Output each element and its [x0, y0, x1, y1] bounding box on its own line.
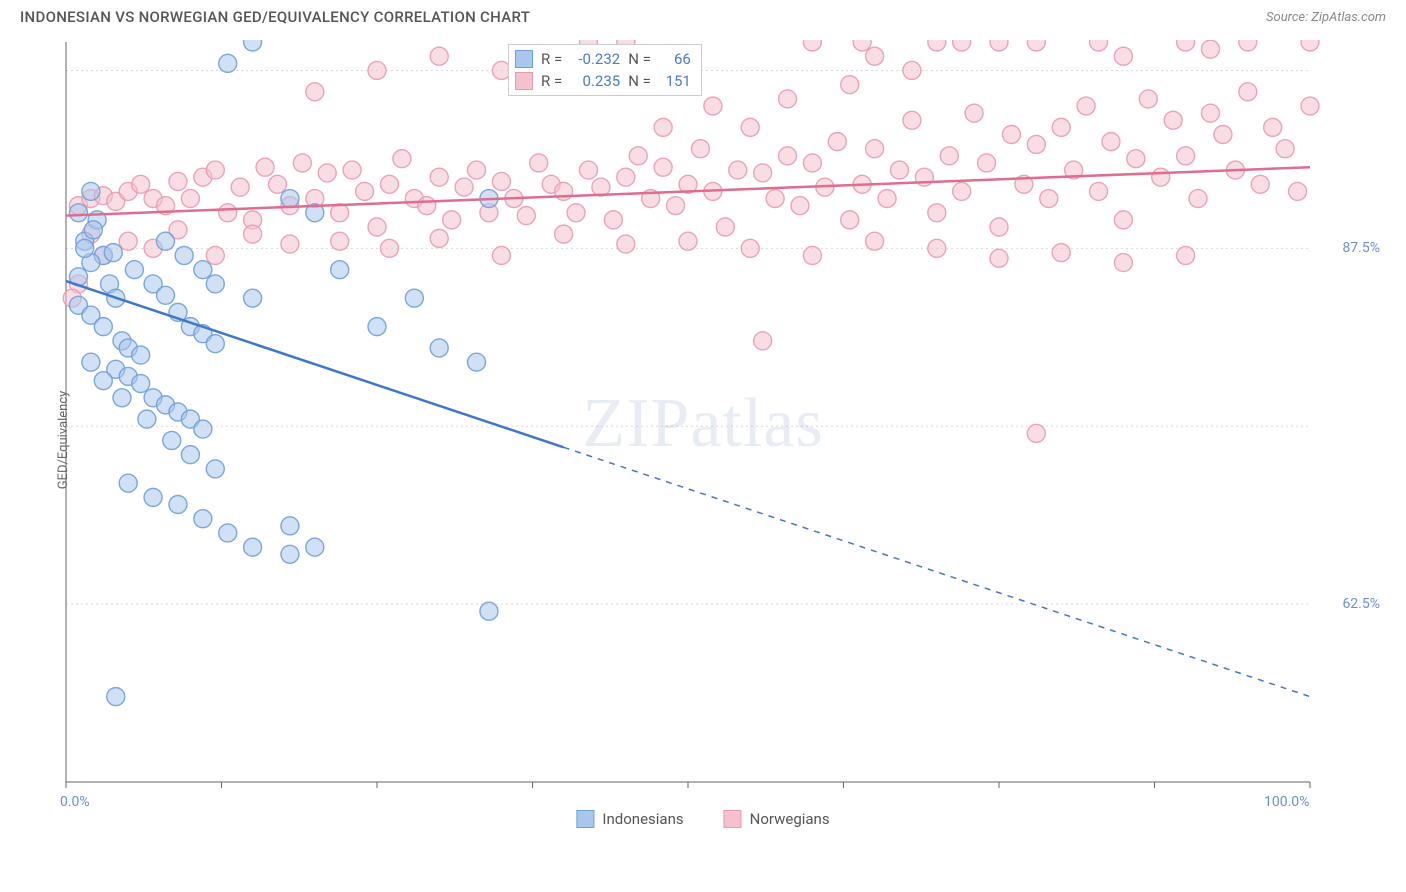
chart-header: INDONESIAN VS NORWEGIAN GED/EQUIVALENCY …: [0, 0, 1406, 30]
n-label: N =: [628, 72, 651, 90]
r-label: R =: [541, 72, 562, 90]
correlation-legend: R = -0.232 N = 66 R = 0.235 N = 151: [508, 44, 702, 96]
legend-label: Norwegians: [750, 810, 830, 828]
swatch-indonesians: [515, 50, 533, 68]
chart-container: GED/Equivalency ZIPatlas R = -0.232 N = …: [18, 30, 1388, 850]
n-value-1: 151: [657, 72, 691, 90]
swatch-norwegians: [724, 810, 742, 828]
legend-label: Indonesians: [602, 810, 683, 828]
legend-item-norwegians: Norwegians: [724, 810, 830, 828]
y-tick-label: 87.5%: [1342, 240, 1380, 256]
x-tick-label: 0.0%: [60, 794, 90, 810]
legend-item-indonesians: Indonesians: [576, 810, 683, 828]
swatch-norwegians: [515, 72, 533, 90]
x-tick-label: 100.0%: [1264, 794, 1309, 810]
r-label: R =: [541, 50, 562, 68]
n-value-0: 66: [657, 50, 691, 68]
r-value-1: 0.235: [568, 72, 620, 90]
legend-row-norwegians: R = 0.235 N = 151: [515, 70, 691, 92]
n-label: N =: [628, 50, 651, 68]
r-value-0: -0.232: [568, 50, 620, 68]
chart-title: INDONESIAN VS NORWEGIAN GED/EQUIVALENCY …: [20, 8, 530, 26]
series-legend: Indonesians Norwegians: [576, 810, 829, 828]
legend-row-indonesians: R = -0.232 N = 66: [515, 48, 691, 70]
chart-source: Source: ZipAtlas.com: [1266, 10, 1386, 25]
y-tick-label: 62.5%: [1342, 596, 1380, 612]
scatter-plot: [60, 40, 1380, 800]
swatch-indonesians: [576, 810, 594, 828]
